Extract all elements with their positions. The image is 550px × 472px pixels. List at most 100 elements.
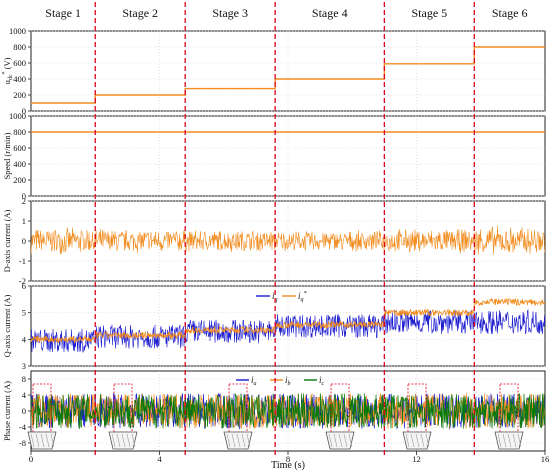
panel-2: 0 200 400 600 800 1000 Speed (r/min): [2, 111, 546, 201]
legend: iq iq*: [256, 291, 307, 303]
y-axis-label: udc* (V): [2, 57, 14, 84]
inset-hatch: [333, 433, 338, 448]
inset-diagram: [223, 383, 253, 450]
y-tick-label: 0: [22, 406, 26, 416]
inset-hatch: [246, 433, 251, 448]
y-tick-label: 400: [13, 159, 26, 169]
stage-dividers: [94, 2, 475, 455]
inset-hatch: [507, 433, 512, 448]
stage-label: Stage 3: [212, 6, 248, 20]
inset-hatch: [410, 433, 415, 448]
inset-diagram: [494, 383, 524, 450]
stage-label: Stage 4: [312, 6, 348, 20]
inset-hatch: [111, 433, 116, 448]
x-tick-label: 16: [541, 454, 550, 464]
panel-5: -8 -4 0 4 8 Phase current (A) ia ib ic: [2, 370, 546, 452]
x-tick-label: 8: [286, 454, 290, 464]
stage-labels: Stage 1 Stage 2 Stage 3 Stage 4 Stage 5 Stage…: [45, 6, 527, 20]
inset-shape: [108, 431, 138, 450]
stage-label: Stage 1: [45, 6, 81, 20]
y-tick-label: 200: [13, 175, 26, 185]
inset-hatch: [425, 433, 430, 448]
inset-hatch: [50, 433, 55, 448]
inset-hatch: [512, 433, 517, 448]
inset-hatch: [338, 433, 343, 448]
stage-label: Stage 6: [492, 6, 528, 20]
inset-shape: [223, 431, 253, 450]
inset-hatch: [497, 433, 502, 448]
y-axis-label: Phase current (A): [2, 381, 12, 441]
y-tick-label: 0: [22, 191, 26, 201]
y-tick-label: 8: [22, 374, 26, 384]
y-tick-label: 400: [13, 74, 26, 84]
inset-shape: [27, 431, 57, 450]
inset-hatch: [121, 433, 126, 448]
y-tick-label: -8: [19, 438, 26, 448]
x-tick-label: 12: [412, 454, 421, 464]
x-tick-label: 0: [29, 454, 33, 464]
panel-1: 0 200 400 600 800 1000 udc* (V): [2, 26, 546, 116]
inset-hatch: [236, 433, 241, 448]
stage-label: Stage 5: [412, 6, 448, 20]
y-tick-label: 600: [13, 143, 26, 153]
inset-shape: [402, 431, 432, 450]
y-tick-label: 4: [22, 334, 27, 344]
inset-diagram: [108, 383, 138, 450]
y-tick-label: -4: [19, 422, 27, 432]
inset-hatch: [226, 433, 231, 448]
y-tick-label: 0: [22, 106, 26, 116]
inset-hatch: [405, 433, 410, 448]
y-tick-label: 800: [13, 42, 26, 52]
inset-shape: [494, 431, 524, 450]
series-group: [31, 225, 545, 255]
inset-hatch: [131, 433, 136, 448]
inset-diagram: [325, 383, 355, 450]
series-line: [31, 308, 545, 353]
y-tick-label: 5: [22, 308, 26, 318]
legend-label: iq: [272, 291, 278, 303]
series-line: [31, 392, 545, 430]
y-tick-label: 0: [22, 236, 26, 246]
y-axis-label: Speed (r/min): [2, 132, 12, 179]
y-tick-label: 1: [22, 216, 26, 226]
legend-label: ib: [285, 375, 291, 387]
inset-hatch: [30, 433, 35, 448]
inset-diagram: [402, 383, 432, 450]
stage-label: Stage 2: [122, 6, 158, 20]
y-axis-label: Q-axis current (A): [2, 294, 12, 357]
inset-diagram: [27, 383, 57, 450]
x-axis: 0 4 8 12 16: [29, 451, 549, 464]
inset-hatch: [126, 433, 131, 448]
y-tick-label: 6: [22, 281, 26, 291]
y-tick-label: -2: [19, 276, 26, 286]
legend-label: iq*: [298, 291, 307, 303]
y-tick-label: 600: [13, 58, 26, 68]
y-axis-label: D-axis current (A): [2, 209, 12, 272]
y-tick-label: 4: [22, 390, 27, 400]
series-line: [31, 297, 545, 344]
y-tick-label: 1000: [9, 26, 26, 36]
series-group: [31, 392, 545, 430]
x-tick-label: 4: [157, 454, 162, 464]
y-tick-label: 3: [22, 361, 26, 371]
inset-hatch: [35, 433, 40, 448]
inset-hatch: [328, 433, 333, 448]
inset-hatch: [348, 433, 353, 448]
legend-label: ic: [319, 375, 325, 387]
panel-3: -2 -1 0 1 2 D-axis current (A): [2, 196, 546, 286]
y-tick-label: -1: [19, 256, 26, 266]
inset-shape: [325, 431, 355, 450]
y-tick-label: 2: [22, 196, 26, 206]
inset-hatch: [45, 433, 50, 448]
panel-4: 3 4 5 6 Q-axis current (A) iq iq*: [2, 281, 546, 371]
y-tick-label: 1000: [9, 111, 26, 121]
legend: ia ib ic: [236, 375, 325, 387]
inset-hatch: [116, 433, 121, 448]
y-tick-label: 800: [13, 127, 26, 137]
series-line: [31, 225, 545, 255]
inset-hatch: [343, 433, 348, 448]
series-group: [31, 297, 545, 353]
x-axis-label: Time (s): [271, 460, 305, 471]
